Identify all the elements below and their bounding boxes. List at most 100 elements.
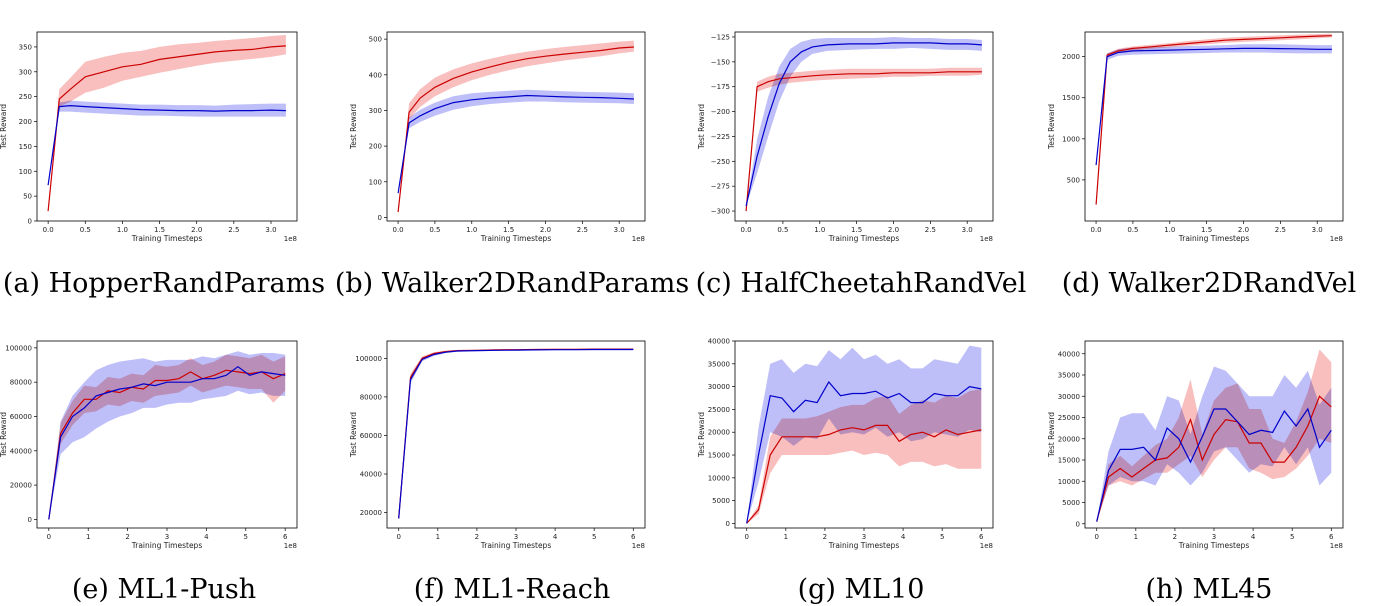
x-tick-label: 2.0 — [888, 226, 899, 234]
y-axis-label: Test Reward — [0, 412, 8, 458]
red-mean-line — [398, 348, 634, 519]
y-tick-label: 80000 — [10, 379, 32, 387]
y-tick-label: 20000 — [360, 509, 382, 517]
x-tick-label: 0 — [47, 533, 51, 541]
blue-mean-line — [1096, 407, 1332, 522]
y-tick-label: 10000 — [1058, 478, 1080, 486]
x-tick-label: 2 — [475, 533, 479, 541]
panel-caption: (e) ML1-Push — [72, 574, 256, 605]
axes-frame — [386, 31, 646, 222]
y-tick-label: 50 — [23, 193, 32, 201]
y-tick-label: 30000 — [708, 383, 730, 391]
y-tick-label: −275 — [711, 183, 730, 191]
x-axis-label: Training Timesteps — [1178, 234, 1250, 243]
y-axis-label: Test Reward — [697, 104, 706, 150]
red-std-band — [398, 348, 634, 519]
blue-std-band — [1096, 366, 1332, 522]
blue-mean-line — [397, 94, 634, 194]
y-tick-label: 40000 — [360, 471, 382, 479]
panel-caption: (b) Walker2DRandParams — [335, 268, 689, 299]
axes-frame — [1084, 31, 1344, 222]
blue-std-band — [746, 345, 982, 524]
x-tick-label: 3.0 — [1312, 226, 1323, 234]
y-tick-label: 40000 — [1058, 350, 1080, 358]
x-tick-label: 2.5 — [925, 226, 936, 234]
y-tick-label: 0 — [378, 214, 382, 222]
y-tick-label: 5000 — [1062, 499, 1080, 507]
blue-std-band — [746, 37, 982, 207]
y-tick-label: 0 — [1076, 520, 1080, 528]
y-tick-label: 20000 — [10, 482, 32, 490]
x-tick-label: 3.0 — [265, 226, 276, 234]
x-tick-label: 3 — [862, 533, 866, 541]
x-axis-multiplier: 1e8 — [284, 235, 297, 243]
x-tick-label: 5 — [1290, 533, 1294, 541]
y-tick-label: 5000 — [712, 497, 730, 505]
x-tick-label: 0.0 — [1090, 226, 1101, 234]
y-tick-label: 500 — [369, 36, 382, 44]
panel-caption: (d) Walker2DRandVel — [1062, 268, 1357, 299]
y-tick-label: 200 — [19, 118, 32, 126]
x-tick-label: 0.0 — [392, 226, 403, 234]
chart-panel-4: 0.0 0.5 1.0 1.5 2.0 2.5 3.0 500 1000 1500 2000 Trai… — [1047, 31, 1357, 299]
chart-panel-5: 0 1 2 3 4 5 6 0 20000 40000 60000 80000 100000 Traini… — [0, 340, 298, 605]
blue-mean-line — [398, 348, 634, 519]
y-axis-label: Test Reward — [697, 412, 706, 458]
x-tick-label: 2 — [1173, 533, 1177, 541]
red-std-band — [746, 67, 982, 212]
x-axis-label: Training Timesteps — [828, 234, 900, 243]
y-tick-label: 15000 — [708, 452, 730, 460]
x-tick-label: 3 — [165, 533, 169, 541]
y-tick-label: 40000 — [708, 338, 730, 346]
x-tick-label: 1.5 — [503, 226, 514, 234]
x-tick-label: 4 — [204, 533, 209, 541]
y-tick-label: 1000 — [1062, 135, 1080, 143]
x-tick-label: 1.5 — [154, 226, 165, 234]
red-std-band — [48, 35, 286, 212]
axes-frame — [36, 31, 298, 222]
y-axis-label: Test Reward — [1047, 412, 1056, 458]
panel-caption: (h) ML45 — [1146, 574, 1273, 605]
x-tick-label: 4 — [553, 533, 558, 541]
x-axis-label: Training Timesteps — [131, 541, 203, 550]
red-mean-line — [47, 45, 286, 212]
x-tick-label: 2.5 — [1275, 226, 1286, 234]
red-mean-line — [397, 46, 634, 213]
x-tick-label: 0.0 — [43, 226, 54, 234]
blue-std-band — [1096, 44, 1332, 166]
y-tick-label: 35000 — [1058, 372, 1080, 380]
y-tick-label: 100 — [19, 168, 32, 176]
blue-mean-line — [47, 104, 286, 186]
x-tick-label: 2.0 — [1238, 226, 1249, 234]
x-tick-label: 1.0 — [1164, 226, 1175, 234]
x-axis-multiplier: 1e8 — [632, 235, 645, 243]
y-axis-label: Test Reward — [0, 104, 8, 150]
y-tick-label: 100 — [369, 178, 382, 186]
y-tick-label: 10000 — [708, 474, 730, 482]
x-axis-multiplier: 1e8 — [1330, 542, 1343, 550]
panel-caption: (f) ML1-Reach — [414, 574, 610, 605]
y-tick-label: 0 — [28, 516, 32, 524]
panel-caption: (c) HalfCheetahRandVel — [696, 268, 1027, 299]
blue-std-band — [48, 351, 286, 520]
y-tick-label: 60000 — [10, 413, 32, 421]
y-tick-label: 100000 — [355, 355, 382, 363]
x-tick-label: 1 — [436, 533, 440, 541]
y-tick-label: −200 — [711, 108, 730, 116]
chart-panel-3: 0.0 0.5 1.0 1.5 2.0 2.5 3.0 −300 −275 −250 −225 −20… — [696, 31, 1027, 299]
x-axis-label: Training Timesteps — [131, 234, 203, 243]
x-tick-label: 3 — [514, 533, 518, 541]
x-tick-label: 1 — [1134, 533, 1138, 541]
y-tick-label: 35000 — [708, 360, 730, 368]
x-tick-label: 0.0 — [740, 226, 751, 234]
red-mean-line — [1095, 35, 1332, 205]
y-tick-label: 400 — [369, 71, 382, 79]
x-axis-multiplier: 1e8 — [980, 542, 993, 550]
chart-panel-6: 0 1 2 3 4 5 6 20000 40000 60000 80000 100000 Trainin… — [349, 340, 646, 605]
red-mean-line — [745, 71, 982, 212]
y-tick-label: 2000 — [1062, 53, 1080, 61]
blue-mean-line — [1095, 47, 1332, 166]
x-axis-multiplier: 1e8 — [980, 235, 993, 243]
x-axis-label: Training Timesteps — [1178, 541, 1250, 550]
